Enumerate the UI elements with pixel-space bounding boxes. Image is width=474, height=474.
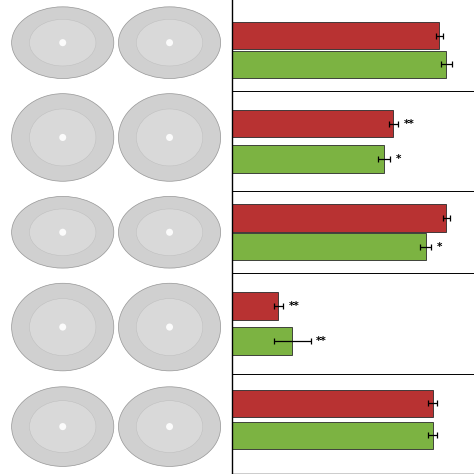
Ellipse shape (118, 283, 220, 371)
Ellipse shape (11, 387, 114, 466)
Text: **: ** (316, 336, 327, 346)
Text: **: ** (289, 301, 300, 311)
Ellipse shape (166, 423, 173, 430)
Ellipse shape (137, 209, 203, 255)
Bar (232, 233, 426, 261)
Bar (232, 328, 292, 355)
Ellipse shape (137, 401, 203, 453)
Ellipse shape (29, 19, 96, 66)
Bar (232, 51, 447, 78)
Ellipse shape (59, 134, 66, 141)
Bar (232, 390, 433, 417)
Ellipse shape (166, 228, 173, 236)
Ellipse shape (137, 109, 203, 166)
Text: **: ** (404, 119, 415, 129)
Text: *: * (396, 154, 401, 164)
Bar (232, 421, 433, 449)
Ellipse shape (11, 7, 114, 79)
Ellipse shape (59, 228, 66, 236)
Ellipse shape (166, 134, 173, 141)
Ellipse shape (118, 387, 220, 466)
Text: *: * (437, 242, 443, 252)
Ellipse shape (59, 423, 66, 430)
Ellipse shape (118, 94, 220, 181)
Bar (232, 22, 439, 49)
Ellipse shape (59, 323, 66, 330)
Ellipse shape (11, 94, 114, 181)
Ellipse shape (137, 299, 203, 356)
Ellipse shape (166, 39, 173, 46)
Ellipse shape (118, 7, 220, 79)
Bar (232, 145, 384, 173)
Ellipse shape (11, 283, 114, 371)
Ellipse shape (11, 196, 114, 268)
Bar (232, 110, 393, 137)
Ellipse shape (59, 39, 66, 46)
Ellipse shape (29, 299, 96, 356)
Ellipse shape (29, 209, 96, 255)
Ellipse shape (118, 196, 220, 268)
Ellipse shape (166, 323, 173, 330)
Bar (232, 204, 447, 232)
Ellipse shape (29, 401, 96, 453)
Ellipse shape (29, 109, 96, 166)
Ellipse shape (137, 19, 203, 66)
Bar (232, 292, 278, 320)
